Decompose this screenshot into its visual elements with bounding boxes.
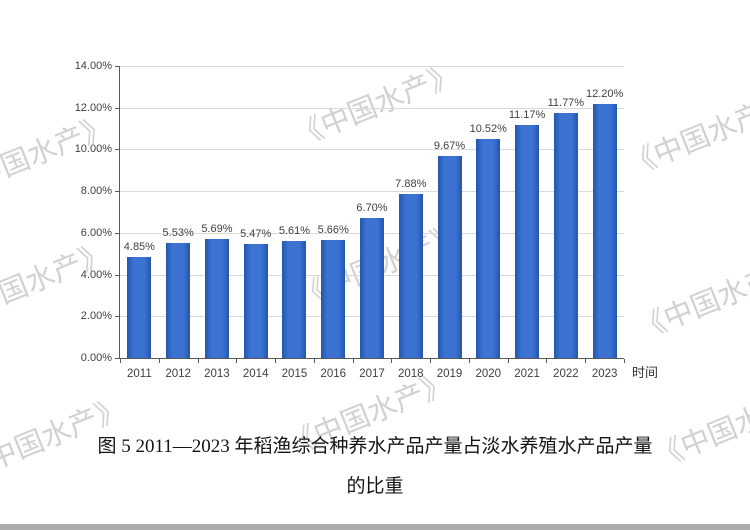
x-axis-tick [546, 359, 548, 363]
x-axis-tick [313, 359, 315, 363]
x-tick-label: 2022 [553, 368, 579, 380]
y-axis-tick [115, 358, 119, 359]
bar-value-label: 6.70% [356, 202, 388, 215]
bar-value-label: 10.52% [469, 122, 507, 135]
x-axis-tick [275, 359, 277, 363]
figure-caption: 图 5 2011—2023 年稻渔综合种养水产品产量占淡水养殖水产品产量 的比重 [0, 434, 750, 500]
x-tick-label: 2021 [514, 368, 540, 380]
bar-value-label: 5.53% [162, 226, 194, 239]
bottom-border-strip [0, 524, 750, 530]
x-tick-label: 2015 [281, 368, 308, 380]
bar [321, 239, 346, 358]
bar [243, 243, 268, 358]
y-axis-tick [115, 149, 119, 151]
x-tick-label: 2020 [475, 368, 502, 380]
bar-value-label: 11.17% [508, 109, 546, 122]
bar-value-label: 12.20% [585, 87, 624, 100]
bar-value-label: 5.47% [240, 227, 272, 240]
y-tick-label: 4.00% [80, 268, 112, 281]
y-axis-line [119, 66, 120, 359]
x-tick-label: 2014 [242, 368, 269, 380]
y-gridline [120, 66, 624, 67]
bar [360, 218, 384, 358]
x-tick-label: 2011 [127, 368, 152, 380]
bar [398, 193, 423, 358]
x-tick-label: 2019 [436, 368, 463, 380]
x-axis-line [119, 358, 624, 359]
y-axis-tick [115, 66, 119, 67]
bar-value-label: 5.66% [317, 223, 349, 236]
bar [204, 239, 229, 358]
x-axis-tick [236, 359, 238, 363]
y-gridline [120, 107, 624, 109]
y-axis-tick [115, 316, 119, 318]
x-axis-tick [352, 359, 354, 363]
bar [437, 156, 462, 358]
y-gridline [120, 191, 624, 193]
x-axis-tick [120, 359, 121, 363]
x-axis-tick [430, 359, 432, 363]
x-tick-label: 2013 [204, 368, 230, 380]
x-axis-tick [585, 359, 587, 363]
figure-caption-line1: 图 5 2011—2023 年稻渔综合种养水产品产量占淡水养殖水产品产量 [97, 436, 653, 457]
x-tick-label: 2023 [591, 368, 618, 380]
x-axis-tick [391, 359, 393, 363]
x-axis-tick [468, 359, 470, 363]
y-tick-label: 2.00% [80, 310, 112, 323]
x-tick-label: 2017 [359, 368, 385, 380]
y-axis-tick [115, 107, 119, 109]
bar [476, 138, 501, 358]
x-tick-label: 2018 [397, 368, 424, 380]
bar-value-label: 4.85% [123, 240, 155, 253]
x-axis-tick [158, 359, 160, 363]
y-tick-label: 10.00% [74, 143, 112, 156]
bar-value-label: 7.88% [395, 177, 427, 190]
y-tick-label: 8.00% [80, 185, 112, 198]
y-tick-label: 0.00% [80, 352, 112, 364]
bar [166, 242, 191, 358]
y-tick-label: 12.00% [74, 101, 112, 114]
x-axis-title: 时间 [632, 365, 659, 380]
x-axis-tick [507, 359, 509, 363]
x-tick-label: 2012 [165, 368, 191, 380]
y-axis-tick [115, 191, 119, 193]
y-tick-label: 6.00% [80, 226, 112, 239]
y-tick-label: 14.00% [74, 60, 112, 72]
y-axis-tick [115, 232, 119, 234]
y-gridline [120, 149, 624, 151]
x-axis-tick [197, 359, 199, 363]
x-tick-label: 2016 [320, 368, 347, 380]
bar [282, 240, 307, 358]
y-axis-tick [115, 274, 119, 276]
figure-caption-line2: 的比重 [346, 476, 404, 497]
bar [592, 103, 617, 358]
bar [553, 112, 578, 358]
bar-value-label: 5.61% [278, 224, 311, 237]
x-axis-tick [624, 359, 625, 363]
bar [127, 256, 152, 358]
bar-value-label: 5.69% [201, 223, 233, 236]
bar [515, 125, 540, 358]
bar-value-label: 9.67% [433, 140, 466, 153]
bar-value-label: 11.77% [547, 96, 585, 109]
